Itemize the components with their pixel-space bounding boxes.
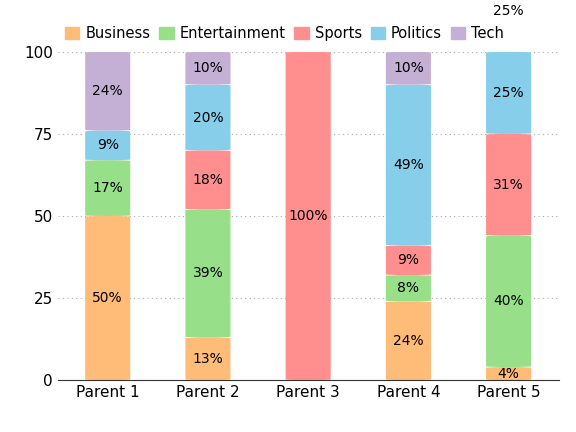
- Text: 9%: 9%: [97, 138, 119, 152]
- Text: 24%: 24%: [393, 334, 424, 348]
- FancyBboxPatch shape: [386, 302, 431, 380]
- FancyBboxPatch shape: [85, 160, 130, 216]
- Text: 13%: 13%: [192, 352, 223, 366]
- FancyBboxPatch shape: [85, 52, 130, 130]
- Text: 10%: 10%: [192, 61, 223, 75]
- FancyBboxPatch shape: [486, 236, 531, 367]
- FancyBboxPatch shape: [386, 85, 431, 245]
- Text: 50%: 50%: [92, 291, 123, 305]
- Text: 40%: 40%: [493, 294, 524, 308]
- Text: 10%: 10%: [393, 61, 424, 75]
- FancyBboxPatch shape: [486, 134, 531, 236]
- FancyBboxPatch shape: [185, 337, 230, 380]
- Text: 39%: 39%: [192, 267, 223, 280]
- Text: 9%: 9%: [397, 253, 419, 267]
- Text: 8%: 8%: [397, 281, 419, 295]
- Text: 100%: 100%: [289, 209, 328, 223]
- FancyBboxPatch shape: [386, 245, 431, 275]
- Text: 17%: 17%: [92, 181, 123, 195]
- Text: 25%: 25%: [493, 86, 524, 100]
- Text: 31%: 31%: [493, 178, 524, 192]
- Text: 25%: 25%: [493, 4, 524, 18]
- Text: 24%: 24%: [92, 84, 123, 98]
- Text: 4%: 4%: [498, 367, 520, 381]
- FancyBboxPatch shape: [486, 0, 531, 52]
- Text: 20%: 20%: [192, 111, 223, 124]
- FancyBboxPatch shape: [185, 210, 230, 337]
- FancyBboxPatch shape: [85, 216, 130, 380]
- FancyBboxPatch shape: [185, 85, 230, 150]
- FancyBboxPatch shape: [486, 52, 531, 134]
- Text: 49%: 49%: [393, 158, 424, 172]
- FancyBboxPatch shape: [486, 367, 531, 380]
- FancyBboxPatch shape: [85, 130, 130, 160]
- FancyBboxPatch shape: [386, 52, 431, 85]
- Text: 18%: 18%: [192, 173, 223, 187]
- FancyBboxPatch shape: [185, 150, 230, 210]
- FancyBboxPatch shape: [386, 275, 431, 302]
- Legend: Business, Entertainment, Sports, Politics, Tech: Business, Entertainment, Sports, Politic…: [65, 26, 504, 41]
- FancyBboxPatch shape: [286, 52, 331, 380]
- FancyBboxPatch shape: [185, 52, 230, 85]
